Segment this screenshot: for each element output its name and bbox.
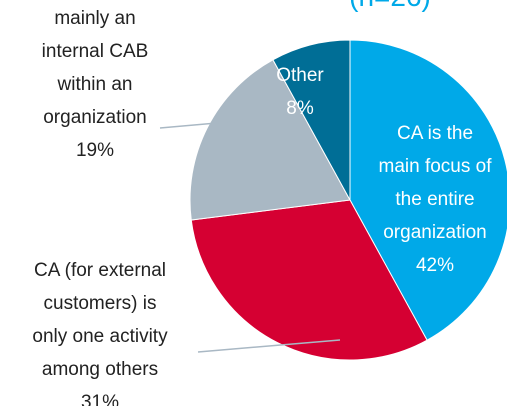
label-line: CA (for external xyxy=(34,260,166,281)
leader-line xyxy=(159,117,274,129)
label-line: only one activity xyxy=(32,326,168,347)
pie-slice xyxy=(272,39,351,201)
label-line: CA is the xyxy=(396,123,474,144)
value-label: 42% xyxy=(415,255,455,276)
label-line: organization xyxy=(43,107,147,128)
label-line: among others xyxy=(41,359,159,380)
label-line: internal CAB xyxy=(41,41,149,62)
pie-slice xyxy=(190,199,428,361)
slice-label: CA (for external customers) is only one ac… xyxy=(5,254,195,406)
label-line: organization xyxy=(383,222,487,243)
slice-label: Other 8% xyxy=(265,59,335,125)
value-label: 8% xyxy=(286,98,314,119)
label-line: Other xyxy=(276,65,324,86)
label-line: mainly an xyxy=(54,8,136,29)
slice-label: mainly an internal CAB within an organizati… xyxy=(15,2,175,167)
slice-label: CA is the main focus of the entire organiza… xyxy=(360,117,507,282)
pie-slice xyxy=(349,39,507,341)
label-line: customers) is xyxy=(43,293,157,314)
pie-slice xyxy=(189,59,351,221)
label-line: the entire xyxy=(395,189,475,210)
value-label: 31% xyxy=(80,392,120,406)
value-label: 19% xyxy=(75,140,115,161)
slices xyxy=(189,39,507,361)
label-line: main focus of xyxy=(378,156,492,177)
label-line: within an xyxy=(57,74,133,95)
chart-title: (n=26) xyxy=(349,0,431,12)
leader-line xyxy=(197,339,341,353)
